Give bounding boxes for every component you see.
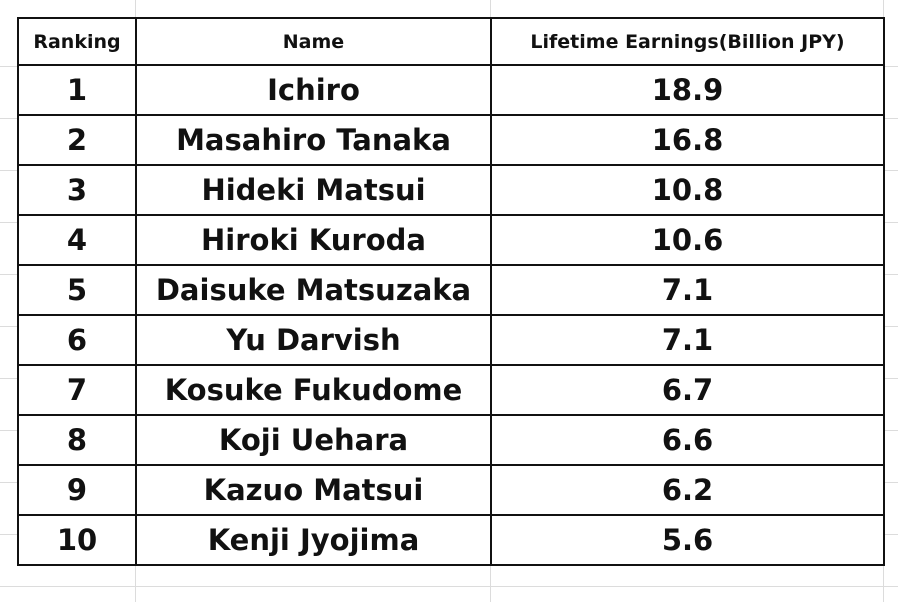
earnings-cell: 7.1: [490, 314, 885, 366]
earnings-cell: 18.9: [490, 64, 885, 116]
rank-cell: 5: [17, 264, 137, 316]
table-body: 1 Ichiro 18.9 2 Masahiro Tanaka 16.8 3 Hideki M…: [17, 64, 885, 566]
table-row: 4 Hiroki Kuroda 10.6: [17, 214, 885, 266]
rank-cell: 6: [17, 314, 137, 366]
name-cell: Koji Uehara: [135, 414, 492, 466]
header-row: Ranking Name Lifetime Earnings(Billion JPY…: [17, 17, 885, 66]
name-cell: Hiroki Kuroda: [135, 214, 492, 266]
earnings-cell: 6.2: [490, 464, 885, 516]
table-row: 8 Koji Uehara 6.6: [17, 414, 885, 466]
rank-cell: 10: [17, 514, 137, 566]
column-header: Name: [135, 17, 492, 66]
earnings-cell: 5.6: [490, 514, 885, 566]
table-row: 7 Kosuke Fukudome 6.7: [17, 364, 885, 416]
name-cell: Daisuke Matsuzaka: [135, 264, 492, 316]
table-row: 6 Yu Darvish 7.1: [17, 314, 885, 366]
earnings-cell: 7.1: [490, 264, 885, 316]
table-row: 1 Ichiro 18.9: [17, 64, 885, 116]
name-cell: Kosuke Fukudome: [135, 364, 492, 416]
rank-cell: 1: [17, 64, 137, 116]
rank-cell: 4: [17, 214, 137, 266]
table-row: 9 Kazuo Matsui 6.2: [17, 464, 885, 516]
earnings-cell: 16.8: [490, 114, 885, 166]
rank-cell: 8: [17, 414, 137, 466]
earnings-cell: 6.7: [490, 364, 885, 416]
earnings-table: Ranking Name Lifetime Earnings(Billion JPY…: [17, 17, 885, 566]
name-cell: Yu Darvish: [135, 314, 492, 366]
rank-cell: 7: [17, 364, 137, 416]
name-cell: Kazuo Matsui: [135, 464, 492, 516]
earnings-cell: 10.6: [490, 214, 885, 266]
column-header: Ranking: [17, 17, 137, 66]
table-row: 2 Masahiro Tanaka 16.8: [17, 114, 885, 166]
name-cell: Hideki Matsui: [135, 164, 492, 216]
name-cell: Masahiro Tanaka: [135, 114, 492, 166]
table-row: 10 Kenji Jyojima 5.6: [17, 514, 885, 566]
earnings-cell: 6.6: [490, 414, 885, 466]
table-row: 5 Daisuke Matsuzaka 7.1: [17, 264, 885, 316]
name-cell: Ichiro: [135, 64, 492, 116]
table-row: 3 Hideki Matsui 10.8: [17, 164, 885, 216]
name-cell: Kenji Jyojima: [135, 514, 492, 566]
rank-cell: 9: [17, 464, 137, 516]
rank-cell: 3: [17, 164, 137, 216]
earnings-cell: 10.8: [490, 164, 885, 216]
column-header: Lifetime Earnings(Billion JPY): [490, 17, 885, 66]
rank-cell: 2: [17, 114, 137, 166]
